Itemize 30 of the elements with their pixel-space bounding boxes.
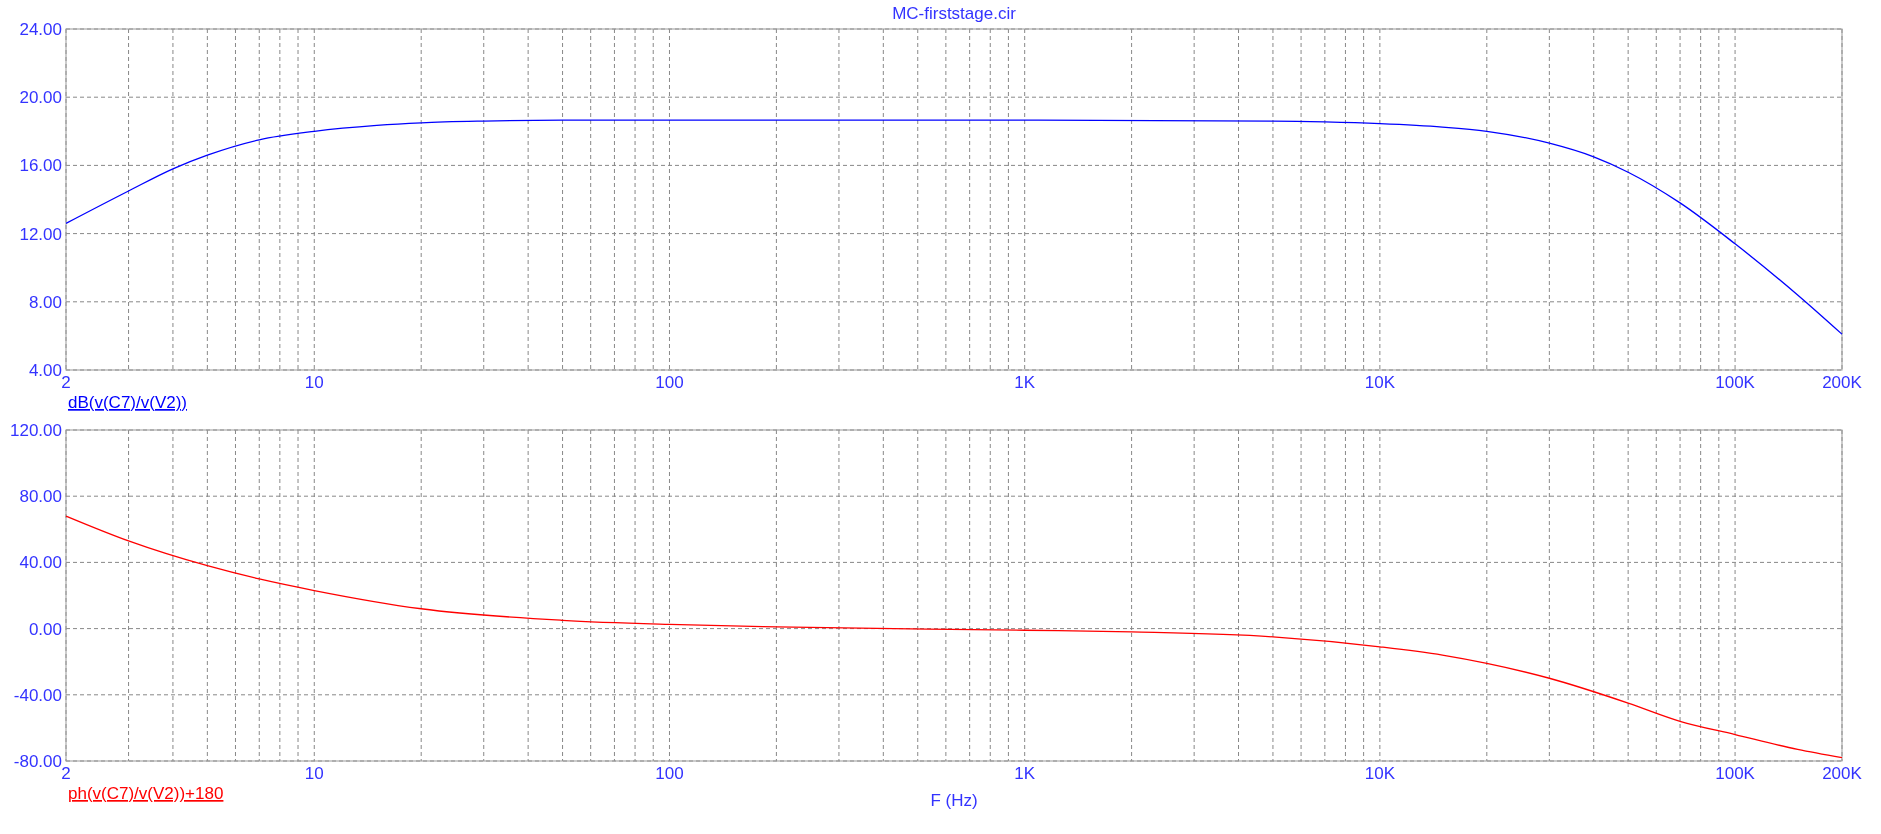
y-tick-label: -40.00 — [13, 685, 62, 705]
y-tick-label: 80.00 — [19, 487, 62, 507]
x-tick-label: 200K — [1822, 373, 1863, 392]
y-tick-label: 40.00 — [19, 553, 62, 573]
y-tick-label: 8.00 — [28, 292, 62, 312]
x-tick-label: 10 — [304, 764, 324, 783]
text: ph(v(C7)/v(V2))+180 — [68, 784, 224, 803]
x-tick-label: 2 — [61, 764, 71, 783]
x-tick-label: 1K — [1014, 373, 1036, 392]
x-tick-label: 1K — [1014, 764, 1036, 783]
x-tick-label: 10K — [1364, 764, 1396, 783]
x-tick-label: 10K — [1364, 373, 1396, 392]
x-tick-label: 100 — [655, 764, 684, 783]
x-tick-label: 10 — [304, 373, 324, 392]
x-axis-title: F (Hz) — [930, 791, 978, 810]
y-tick-label: 12.00 — [19, 224, 62, 244]
y-tick-label: 20.00 — [19, 88, 62, 108]
x-tick-label: 100K — [1715, 373, 1756, 392]
x-tick-label: 200K — [1822, 764, 1863, 783]
y-tick-label: 0.00 — [28, 619, 62, 639]
x-tick-label: 100 — [655, 373, 684, 392]
y-tick-label: 4.00 — [28, 361, 62, 380]
y-tick-label: -80.00 — [13, 752, 62, 771]
text: dB(v(C7)/v(V2)) — [68, 393, 188, 412]
x-tick-label: 2 — [61, 373, 71, 392]
y-tick-label: 24.00 — [19, 20, 62, 39]
y-tick-label: 120.00 — [10, 421, 62, 440]
y-tick-label: 16.00 — [19, 156, 62, 176]
chart-title: MC-firststage.cir — [892, 4, 1017, 23]
x-tick-label: 100K — [1715, 764, 1756, 783]
